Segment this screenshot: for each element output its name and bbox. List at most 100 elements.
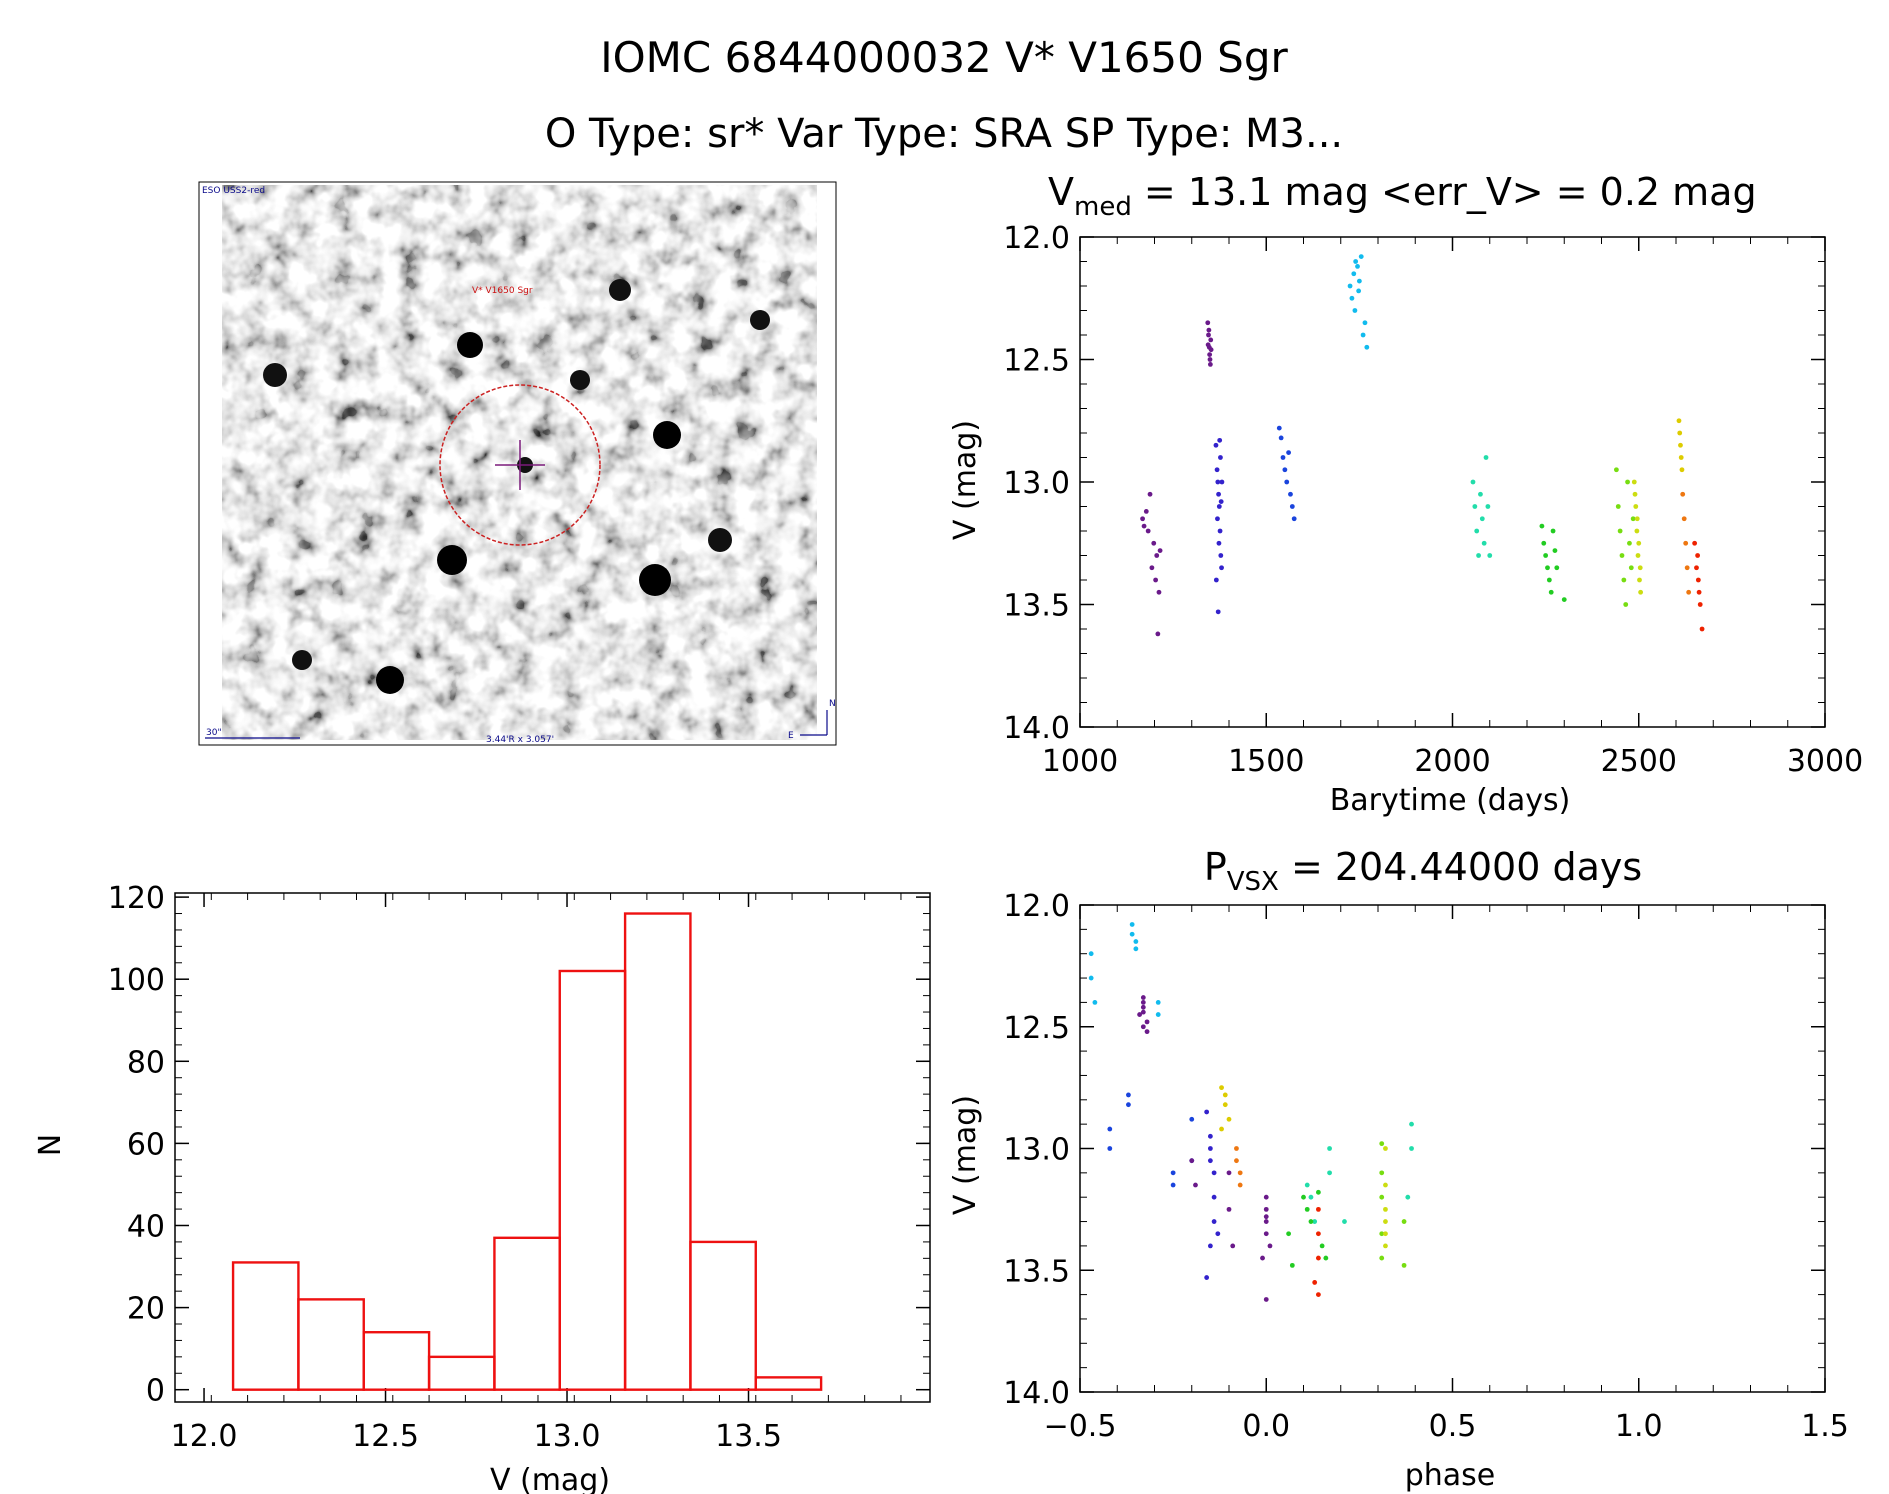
lightcurve-point: [1686, 589, 1692, 595]
phased-point: [1383, 1231, 1388, 1237]
lightcurve-point: [1288, 491, 1293, 497]
phased-title: PVSX = 204.44000 days: [1204, 845, 1642, 897]
phased-point: [1234, 1158, 1239, 1164]
lightcurve-point: [1356, 278, 1362, 284]
lightcurve-xtick-label: 1500: [1228, 744, 1304, 779]
lightcurve-xtick-label: 1000: [1042, 744, 1118, 779]
lightcurve-point: [1215, 516, 1220, 522]
lightcurve-point: [1483, 455, 1489, 460]
lightcurve-point: [1208, 337, 1214, 343]
phased-point: [1237, 1170, 1243, 1176]
lightcurve-point: [1153, 577, 1159, 583]
phased-point: [1383, 1243, 1388, 1249]
phased-point: [1129, 931, 1135, 937]
lightcurve-point: [1217, 437, 1223, 443]
phased-point: [1140, 1004, 1146, 1010]
phased-point: [1383, 1146, 1388, 1151]
lightcurve-point: [1149, 565, 1155, 571]
lightcurve-point: [1541, 540, 1547, 546]
phased-point: [1207, 1243, 1213, 1249]
lightcurve-ytick-label: 13.0: [1003, 466, 1070, 501]
lightcurve-point: [1637, 577, 1642, 583]
phased-point: [1301, 1194, 1306, 1200]
lightcurve-point: [1635, 553, 1641, 558]
lightcurve-point: [1634, 528, 1640, 534]
phased-ytick-label: 12.0: [1003, 889, 1070, 924]
lightcurve-point: [1479, 516, 1485, 522]
lightcurve-point: [1545, 565, 1550, 571]
phased-point: [1088, 951, 1094, 957]
lightcurve-point: [1219, 479, 1225, 485]
lightcurve-point: [1154, 553, 1160, 558]
phased-xtick-label: 1.0: [1615, 1409, 1663, 1444]
phased-point: [1155, 1000, 1161, 1005]
histogram-bar: [689, 1240, 757, 1391]
phased-xtick-label: −0.5: [1044, 1409, 1117, 1444]
lightcurve-point: [1677, 430, 1683, 436]
lightcurve-point: [1215, 479, 1221, 485]
phased-point: [1140, 1024, 1146, 1030]
phased-point: [1219, 1085, 1224, 1091]
histogram-ytick-label: 0: [146, 1374, 165, 1409]
histogram-ytick-label: 20: [127, 1292, 165, 1327]
lightcurve-point: [1362, 320, 1368, 326]
lightcurve-point: [1632, 491, 1638, 497]
lightcurve-point: [1207, 362, 1213, 367]
lightcurve-point: [1554, 565, 1560, 571]
lightcurve-point: [1478, 491, 1483, 497]
phased-point: [1230, 1243, 1236, 1249]
compass-north-label: N: [829, 699, 836, 709]
phased-point: [1189, 1116, 1195, 1122]
lightcurve-point: [1487, 553, 1493, 558]
lightcurve-point: [1699, 626, 1705, 632]
phased-ylabel: V (mag): [948, 1095, 983, 1215]
lightcurve-point: [1140, 516, 1145, 522]
lightcurve-point: [1472, 504, 1478, 509]
phased-point: [1144, 1029, 1150, 1035]
target-label: V* V1650 Sgr: [472, 286, 533, 296]
lightcurve-point: [1683, 540, 1689, 546]
lightcurve-xtick-label: 3000: [1787, 744, 1863, 779]
lightcurve-point: [1364, 344, 1370, 350]
lightcurve-point: [1207, 352, 1213, 357]
lightcurve-point: [1207, 357, 1213, 362]
histogram-bar: [493, 1236, 561, 1391]
phased-point: [1316, 1231, 1321, 1237]
phased-point: [1207, 1133, 1213, 1139]
lightcurve-ytick-label: 12.5: [1003, 344, 1070, 379]
phased-point: [1170, 1170, 1176, 1176]
lightcurve-point: [1360, 332, 1366, 338]
lightcurve-point: [1692, 540, 1698, 546]
lightcurve-point: [1347, 283, 1353, 289]
phased-point: [1207, 1146, 1213, 1151]
lightcurve-point: [1623, 602, 1629, 607]
lightcurve-point: [1156, 589, 1162, 595]
phased-point: [1129, 922, 1135, 927]
phased-point: [1308, 1219, 1314, 1224]
histogram-bar: [362, 1331, 431, 1391]
histogram-bar: [427, 1355, 496, 1391]
lightcurve-point: [1634, 516, 1640, 522]
lightcurve-point: [1543, 553, 1549, 558]
phased-point: [1323, 1255, 1329, 1261]
lightcurve-axes-box: [1079, 236, 1826, 728]
lightcurve-point: [1214, 467, 1220, 473]
lightcurve-point: [1291, 516, 1297, 522]
lightcurve-point: [1615, 504, 1621, 509]
phased-point: [1155, 1012, 1161, 1017]
lightcurve-point: [1625, 479, 1630, 485]
phased-point: [1316, 1292, 1321, 1297]
lightcurve-point: [1680, 491, 1686, 497]
histogram-axes-box: [174, 892, 931, 1403]
phased-point: [1379, 1194, 1385, 1200]
lightcurve-point: [1213, 442, 1219, 448]
lightcurve-point: [1628, 565, 1634, 571]
lightcurve-xtick-label: 2000: [1414, 744, 1490, 779]
phased-ytick-label: 13.0: [1003, 1133, 1070, 1168]
phased-point: [1286, 1231, 1291, 1237]
finder-stars: [263, 279, 770, 694]
phased-xtick-label: 1.5: [1801, 1409, 1849, 1444]
phased-point: [1211, 1170, 1217, 1176]
lightcurve-point: [1637, 565, 1643, 571]
phased-point: [1237, 1182, 1243, 1188]
